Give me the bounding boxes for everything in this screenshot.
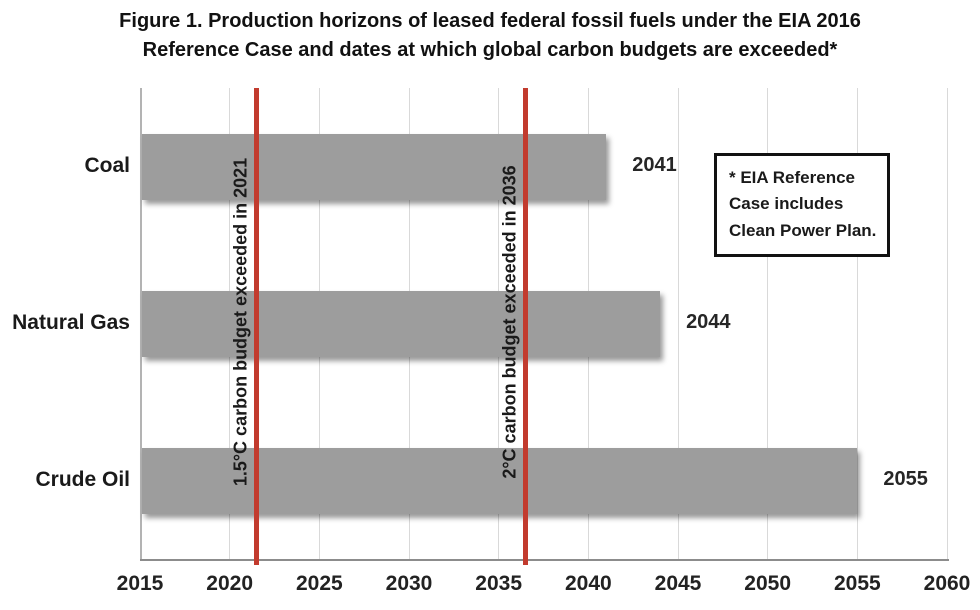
gridline-2055 [856, 88, 858, 560]
gridline-2050 [767, 88, 769, 560]
x-axis-line [140, 559, 949, 561]
x-axis-tick-label-2060: 2060 [923, 572, 971, 595]
category-label-coal: Coal [84, 153, 130, 177]
carbon-budget-line-label-2021: 1.5°C carbon budget exceeded in 2021 [230, 157, 251, 487]
x-axis-tick-label-2025: 2025 [295, 572, 343, 595]
x-axis-tick-label-2020: 2020 [206, 572, 254, 595]
bar-crude-oil [142, 448, 858, 515]
value-label-crude-oil: 2055 [883, 468, 928, 491]
gridline-2060 [946, 88, 948, 560]
x-axis-tick-label-2035: 2035 [475, 572, 523, 595]
category-label-crude-oil: Crude Oil [35, 468, 130, 492]
carbon-budget-line-2036 [523, 88, 529, 565]
x-axis-tick-label-2015: 2015 [116, 572, 164, 595]
x-axis-tick-label-2030: 2030 [385, 572, 433, 595]
x-axis-tick-label-2050: 2050 [744, 572, 792, 595]
x-axis-tick-label-2045: 2045 [654, 572, 702, 595]
x-axis-tick-label-2055: 2055 [833, 572, 881, 595]
figure-title-line2: Reference Case and dates at which global… [142, 39, 838, 61]
footnote-box: * EIA Reference Case includes Clean Powe… [714, 153, 890, 258]
figure-title-line1: Figure 1. Production horizons of leased … [119, 10, 861, 32]
gridline-2045 [677, 88, 679, 560]
y-axis-line [140, 88, 142, 560]
carbon-budget-line-2021 [254, 88, 260, 565]
footnote-text: * EIA Reference Case includes Clean Powe… [729, 168, 877, 240]
category-label-natural-gas: Natural Gas [12, 311, 130, 334]
value-label-natural-gas: 2044 [686, 311, 731, 333]
value-label-coal: 2041 [632, 153, 677, 176]
bar-natural-gas [142, 291, 661, 357]
figure-title: Figure 1. Production horizons of leased … [0, 7, 980, 65]
x-axis-tick-label-2040: 2040 [564, 572, 612, 595]
carbon-budget-line-label-2036: 2°C carbon budget exceeded in 2036 [499, 165, 520, 479]
bar-coal [142, 133, 607, 200]
